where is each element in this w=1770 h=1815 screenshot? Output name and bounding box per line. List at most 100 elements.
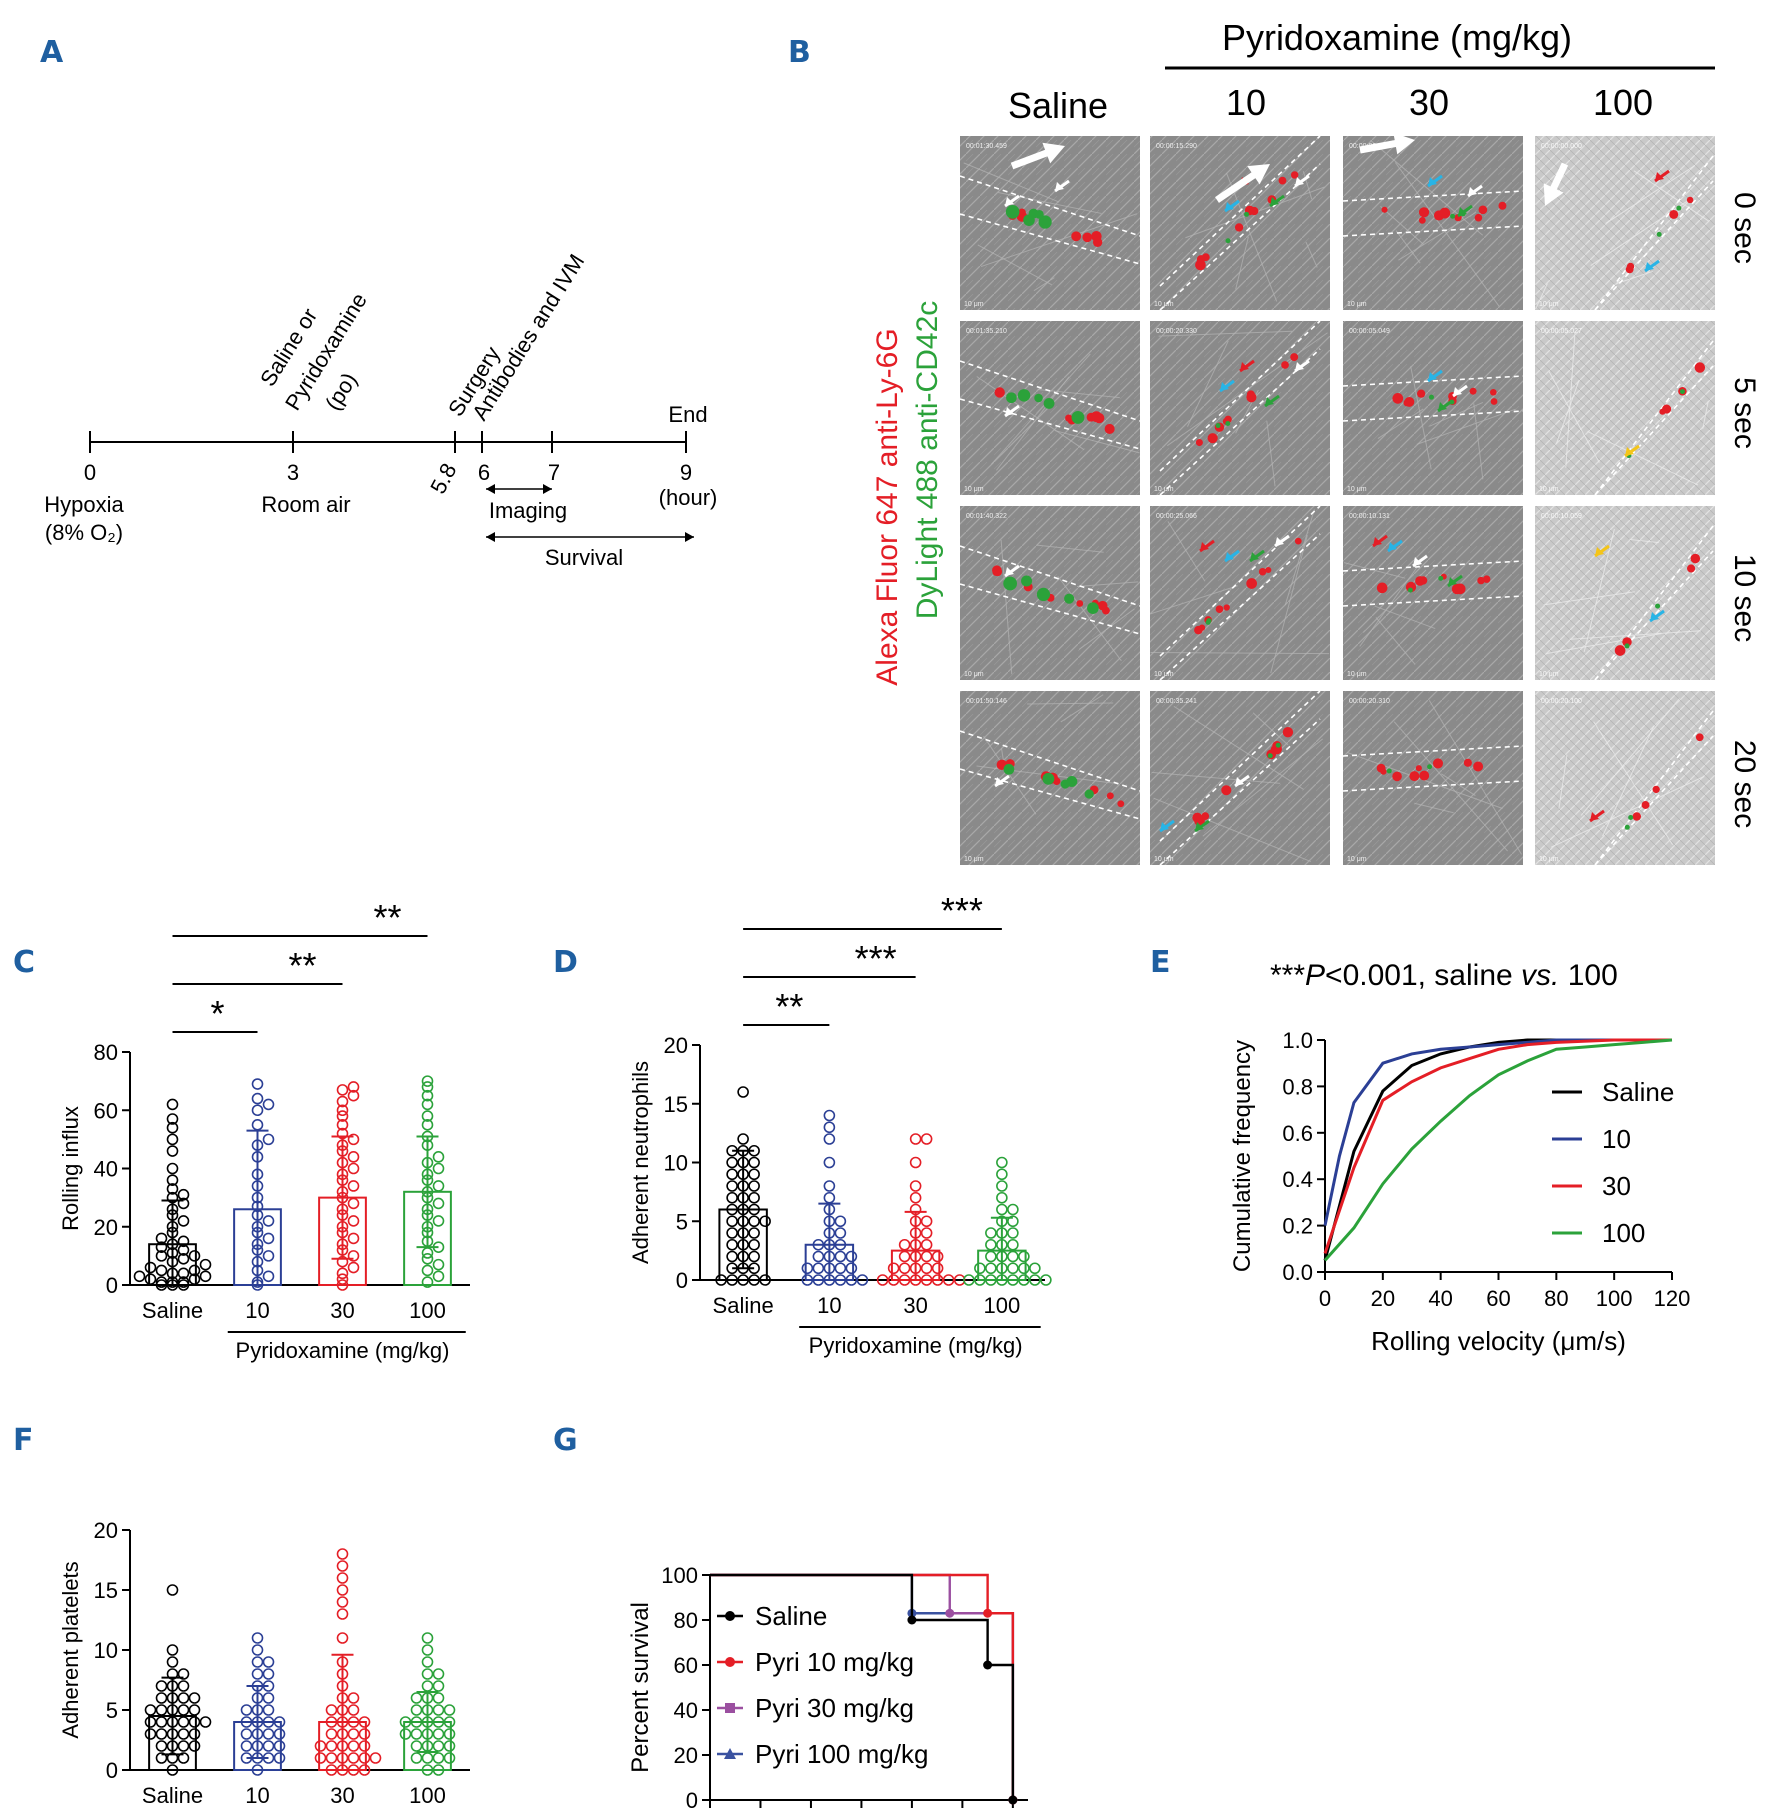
data-point: [251, 1226, 264, 1239]
data-point: [199, 1270, 212, 1283]
data-point: [726, 1262, 738, 1275]
flow-direction-arrow-0: [1010, 142, 1065, 170]
micrograph-bg: [1535, 691, 1715, 865]
data-point: [166, 1145, 179, 1157]
neutrophil-dot: [1474, 213, 1483, 222]
y-axis-label: Adherent platelets: [58, 1561, 83, 1738]
data-point: [336, 1209, 349, 1221]
neutrophil-dot: [1224, 415, 1232, 424]
row-label-1: 5 sec: [1728, 377, 1761, 449]
label-imaging: Imaging: [489, 498, 567, 523]
data-point: [166, 1267, 179, 1280]
panel-g: G 0 20 40 60 80 100 Percent survival Saline Pyri…: [553, 1423, 1028, 1815]
data-point: [166, 1174, 179, 1186]
pointer-arrow: [1294, 359, 1310, 373]
neutrophil-dot: [1234, 223, 1244, 232]
tissue-fiber: [1158, 330, 1293, 337]
data-point: [421, 1680, 434, 1692]
data-point: [166, 1238, 179, 1251]
neutrophil-dot: [1415, 576, 1425, 586]
x-tick-label: 0: [1319, 1286, 1331, 1311]
vessel-wall: [1594, 735, 1714, 866]
data-point: [166, 1203, 179, 1216]
micrograph-scale-label: 10 μm: [1539, 486, 1559, 493]
panel-a: A 0 3 6 7 9 5.8 Hypoxia (8% O₂) Room air…: [40, 35, 717, 570]
data-point: [177, 1197, 190, 1210]
pointer-arrow-head: [995, 777, 1004, 786]
bar-group-2: [876, 1133, 966, 1286]
data-point: [188, 1250, 201, 1262]
vessel-wall: [959, 175, 1141, 237]
tissue-fiber: [1374, 605, 1436, 630]
data-point: [985, 1227, 997, 1239]
neutrophil-dot: [1196, 255, 1206, 264]
data-point: [240, 1716, 253, 1728]
data-point: [909, 1215, 922, 1228]
neutrophil-dot: [1094, 413, 1105, 424]
pointer-arrow: [1224, 199, 1240, 213]
data-point: [262, 1232, 275, 1245]
neutrophil-dot: [1246, 578, 1258, 589]
data-point: [336, 1255, 349, 1268]
data-point: [188, 1273, 201, 1285]
data-point: [177, 1267, 190, 1280]
data-point: [251, 1656, 264, 1668]
data-point: [996, 1238, 1008, 1251]
data-point: [336, 1226, 349, 1239]
data-point: [834, 1262, 847, 1275]
data-point: [166, 1752, 179, 1764]
neutrophil-dot: [1454, 583, 1466, 595]
tissue-fiber: [1343, 562, 1406, 579]
data-point: [931, 1262, 944, 1275]
tissue-fiber: [1151, 771, 1281, 784]
data-point: [726, 1144, 738, 1157]
data-point: [325, 1752, 338, 1764]
micrograph-bg: [1343, 136, 1523, 310]
data-point: [421, 1119, 434, 1131]
tissue-fiber: [1000, 539, 1013, 675]
platelet-dot: [1038, 215, 1052, 229]
neutrophil-dot: [1294, 537, 1302, 545]
data-point: [273, 1752, 286, 1764]
data-point: [737, 1144, 749, 1157]
panel-e-letter: E: [1150, 945, 1171, 980]
data-point: [748, 1191, 760, 1204]
micrograph-scale-label: 10 μm: [1539, 301, 1559, 308]
panel-e: E ***P<0.001, saline vs. 100 0.00.20.40.…: [1150, 945, 1690, 1356]
neutrophil-dot: [994, 387, 1005, 398]
data-point: [1007, 1262, 1019, 1275]
timeline-tick-0: 0: [84, 460, 96, 485]
legend-marker-0: [725, 1611, 735, 1621]
bar-group-2: [314, 1548, 382, 1776]
micrograph-timestamp: 00:00:25.066: [1156, 513, 1197, 520]
vessel-wall: [1342, 780, 1524, 792]
data-point: [358, 1764, 371, 1776]
data-point: [748, 1168, 760, 1181]
tissue-fiber: [963, 162, 1060, 203]
data-point: [996, 1215, 1008, 1228]
y-tick-label: 100: [661, 1563, 698, 1588]
data-point: [177, 1276, 190, 1288]
pointer-arrow-head: [1055, 182, 1064, 191]
data-point: [347, 1081, 360, 1093]
vessel-wall: [1159, 533, 1321, 681]
data-point: [421, 1716, 434, 1728]
data-point: [726, 1215, 738, 1228]
x-axis-label: Rolling velocity (μm/s): [1371, 1326, 1626, 1356]
data-point: [251, 1692, 264, 1704]
data-point: [748, 1144, 760, 1157]
tissue-fiber: [1167, 521, 1206, 582]
data-point: [876, 1274, 889, 1286]
x-category-label: Saline: [142, 1298, 203, 1323]
y-tick-label: 60: [674, 1653, 698, 1678]
y-tick-label: 10: [94, 1638, 118, 1663]
y-tick-label: 0: [106, 1273, 118, 1298]
data-point: [262, 1098, 275, 1111]
pointer-arrow: [1589, 809, 1605, 823]
pointer-arrow-head: [1458, 207, 1467, 216]
pointer-arrow: [1467, 184, 1483, 198]
data-point: [823, 1191, 836, 1204]
survival-marker-0: [907, 1615, 917, 1625]
data-point: [421, 1740, 434, 1752]
platelet-dot: [1042, 772, 1055, 785]
